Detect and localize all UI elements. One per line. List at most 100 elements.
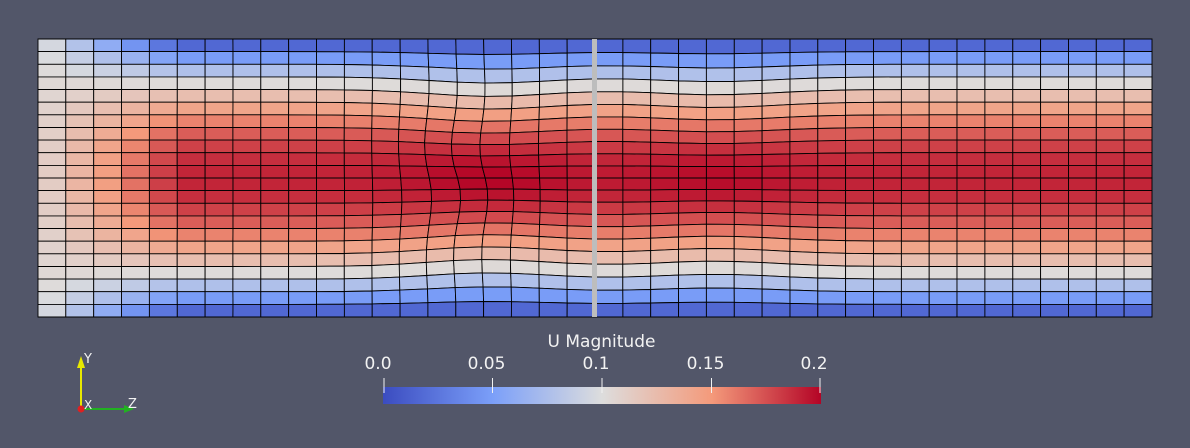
mesh-cell (539, 189, 568, 203)
mesh-cell (148, 101, 178, 116)
mesh-cell (148, 139, 178, 154)
mesh-cell (93, 101, 122, 116)
colorbar-tick-label: 0.1 (582, 354, 610, 374)
mesh-cell (343, 64, 373, 79)
mesh-cell (424, 154, 455, 168)
mesh-cell (622, 65, 652, 81)
mesh-cell (928, 152, 958, 166)
mesh-cell (176, 139, 206, 154)
mesh-cell (260, 51, 290, 65)
mesh-cell (539, 200, 568, 215)
mesh-cell (1068, 51, 1097, 65)
mesh-cell (678, 53, 707, 69)
mesh-cell (984, 253, 1014, 267)
mesh-cell (148, 228, 178, 242)
mesh-cell (65, 266, 95, 280)
mesh-cell (900, 89, 930, 103)
mesh-cell (511, 67, 541, 84)
mesh-cell (733, 130, 763, 144)
mesh-cell (511, 80, 541, 97)
mesh-cell (484, 82, 513, 97)
mesh-cell (1095, 202, 1125, 217)
mesh-cell (316, 114, 345, 129)
mesh-cell (928, 265, 958, 280)
mesh-cell (371, 140, 400, 155)
mesh-cell (650, 248, 679, 264)
mesh-cell (1095, 253, 1125, 267)
mesh-cell (622, 153, 652, 167)
mesh-cell (1123, 228, 1153, 242)
mesh-cell (705, 177, 735, 190)
mesh-cell (705, 188, 735, 202)
mesh-cell (622, 91, 652, 106)
mesh-cell (513, 188, 541, 202)
mesh-cell (121, 215, 150, 229)
mesh-cell (343, 239, 373, 254)
mesh-cell (650, 261, 679, 277)
mesh-cell (928, 89, 958, 103)
mesh-cell (678, 93, 707, 108)
mesh-cell (678, 165, 707, 179)
mesh-cell (1040, 152, 1069, 166)
mesh-cell (678, 66, 707, 83)
mesh-cell (984, 76, 1014, 90)
mesh-cell (789, 189, 819, 204)
mesh-cell (650, 200, 680, 215)
mesh-cell (288, 127, 317, 141)
mesh-cell (148, 127, 178, 141)
mesh-cell (594, 201, 624, 215)
mesh-cell (1068, 266, 1097, 280)
mesh-cell (486, 188, 515, 201)
mesh-cell (539, 79, 568, 95)
mesh-cell (316, 76, 345, 91)
mesh-cell (121, 291, 150, 305)
mesh-cell (873, 278, 902, 293)
mesh-cell (316, 202, 345, 217)
mesh-cell (928, 164, 958, 179)
mesh-cell (260, 63, 290, 78)
mesh-cell (260, 215, 290, 229)
mesh-cell (1012, 278, 1042, 293)
mesh-cell (425, 247, 455, 263)
mesh-cell (176, 240, 206, 255)
mesh-cell (845, 215, 874, 229)
mesh-cell (260, 303, 290, 318)
mesh-cell (733, 142, 763, 156)
mesh-cell (455, 94, 486, 110)
mesh-cell (316, 278, 345, 293)
mesh-cell (900, 127, 930, 141)
mesh-cell (566, 213, 596, 228)
mesh-cell (426, 105, 457, 121)
mesh-cell (427, 93, 458, 109)
mesh-cell (1095, 152, 1125, 166)
mesh-cell (427, 38, 457, 55)
mesh-cell (956, 164, 986, 179)
mesh-cell (566, 225, 596, 240)
mesh-cell (984, 278, 1014, 293)
mesh-cell (260, 265, 290, 280)
mesh-cell (622, 177, 652, 191)
mesh-cell (148, 266, 178, 280)
mesh-cell (1068, 152, 1097, 166)
mesh-cell (479, 132, 511, 146)
flow-mesh-domain[interactable] (37, 38, 1153, 318)
mesh-cell (288, 303, 317, 318)
mesh-cell (622, 78, 652, 94)
mesh-cell (789, 38, 819, 54)
mesh-cell (705, 166, 735, 179)
mesh-cell (204, 266, 234, 280)
mesh-cell (845, 101, 874, 116)
mesh-cell (984, 240, 1014, 255)
mesh-cell (900, 265, 930, 280)
mesh-cell (1095, 139, 1125, 154)
mesh-cell (1095, 303, 1125, 318)
mesh-cell (176, 51, 206, 65)
mesh-cell (789, 226, 819, 241)
mesh-cell (817, 165, 847, 179)
mesh-cell (789, 115, 819, 130)
mesh-cell (288, 139, 317, 154)
mesh-cell (956, 139, 986, 154)
mesh-cell (65, 127, 95, 141)
mesh-cell (288, 177, 317, 192)
